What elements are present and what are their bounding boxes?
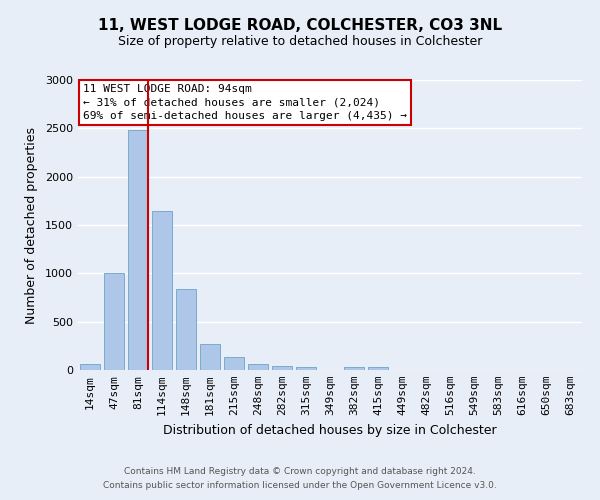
Text: Contains HM Land Registry data © Crown copyright and database right 2024.: Contains HM Land Registry data © Crown c…	[124, 467, 476, 476]
Bar	[344, 367, 364, 370]
Text: 11 WEST LODGE ROAD: 94sqm
← 31% of detached houses are smaller (2,024)
69% of se: 11 WEST LODGE ROAD: 94sqm ← 31% of detac…	[83, 84, 407, 120]
Bar	[152, 210, 172, 370]
Bar	[128, 130, 148, 370]
Bar	[272, 366, 292, 370]
Bar	[80, 364, 100, 370]
Text: 11, WEST LODGE ROAD, COLCHESTER, CO3 3NL: 11, WEST LODGE ROAD, COLCHESTER, CO3 3NL	[98, 18, 502, 32]
Bar	[200, 344, 220, 370]
Bar	[248, 364, 268, 370]
Bar	[104, 274, 124, 370]
Text: Size of property relative to detached houses in Colchester: Size of property relative to detached ho…	[118, 35, 482, 48]
Y-axis label: Number of detached properties: Number of detached properties	[25, 126, 38, 324]
Text: Contains public sector information licensed under the Open Government Licence v3: Contains public sector information licen…	[103, 481, 497, 490]
Bar	[296, 367, 316, 370]
Bar	[224, 358, 244, 370]
X-axis label: Distribution of detached houses by size in Colchester: Distribution of detached houses by size …	[163, 424, 497, 436]
Bar	[176, 289, 196, 370]
Bar	[368, 367, 388, 370]
